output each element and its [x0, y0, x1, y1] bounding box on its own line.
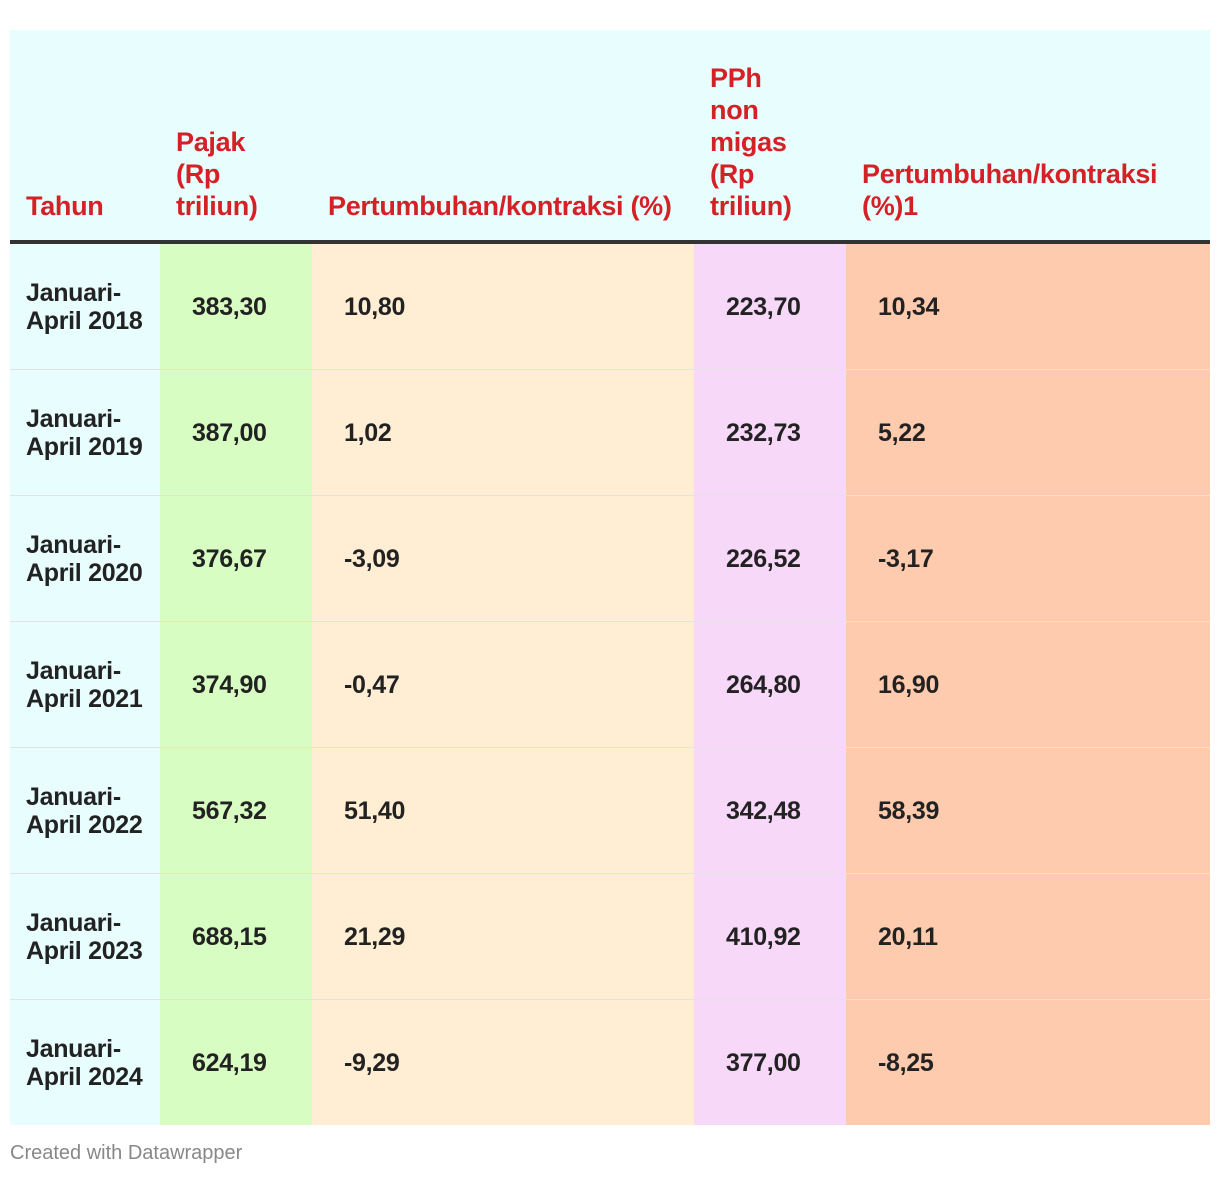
cell-pertumbuhan-pph: 20,11 [846, 873, 1210, 1000]
header-pajak[interactable]: Pajak (Rp triliun) [160, 30, 312, 244]
header-pph-non-migas[interactable]: PPh non migas (Rp triliun) [694, 30, 846, 244]
cell-pertumbuhan-pph: 16,90 [846, 621, 1210, 748]
cell-pertumbuhan-pajak: -3,09 [312, 495, 694, 622]
header-tahun[interactable]: Tahun [10, 30, 160, 244]
cell-pajak: 374,90 [160, 621, 312, 748]
table-row: Januari-April 2023 688,15 21,29 410,92 2… [10, 873, 1210, 1000]
cell-pertumbuhan-pph: 58,39 [846, 747, 1210, 874]
cell-tahun: Januari-April 2024 [10, 999, 160, 1125]
data-table: Tahun Pajak (Rp triliun) Pertumbuhan/kon… [10, 30, 1210, 1125]
cell-tahun: Januari-April 2018 [10, 242, 160, 370]
cell-pajak: 567,32 [160, 747, 312, 874]
header-pertumbuhan-pph[interactable]: Pertumbuhan/kontraksi (%)1 [846, 30, 1210, 244]
table-row: Januari-April 2020 376,67 -3,09 226,52 -… [10, 495, 1210, 622]
table-header-row: Tahun Pajak (Rp triliun) Pertumbuhan/kon… [10, 30, 1210, 244]
cell-pph-non-migas: 377,00 [694, 999, 846, 1125]
cell-pph-non-migas: 232,73 [694, 369, 846, 496]
cell-pajak: 624,19 [160, 999, 312, 1125]
table-body: Januari-April 2018 383,30 10,80 223,70 1… [10, 242, 1210, 1125]
table-row: Januari-April 2019 387,00 1,02 232,73 5,… [10, 369, 1210, 496]
cell-pertumbuhan-pph: 10,34 [846, 242, 1210, 370]
cell-pajak: 688,15 [160, 873, 312, 1000]
cell-pertumbuhan-pajak: 1,02 [312, 369, 694, 496]
cell-pertumbuhan-pajak: -0,47 [312, 621, 694, 748]
cell-pajak: 387,00 [160, 369, 312, 496]
cell-pph-non-migas: 223,70 [694, 242, 846, 370]
cell-pajak: 383,30 [160, 242, 312, 370]
datawrapper-credit[interactable]: Created with Datawrapper [10, 1142, 243, 1164]
table-row: Januari-April 2021 374,90 -0,47 264,80 1… [10, 621, 1210, 748]
cell-pertumbuhan-pajak: 10,80 [312, 242, 694, 370]
table-row: Januari-April 2022 567,32 51,40 342,48 5… [10, 747, 1210, 874]
table-row: Januari-April 2024 624,19 -9,29 377,00 -… [10, 999, 1210, 1125]
header-pertumbuhan-pajak[interactable]: Pertumbuhan/kontraksi (%) [312, 30, 694, 244]
cell-pertumbuhan-pph: -8,25 [846, 999, 1210, 1125]
cell-pph-non-migas: 342,48 [694, 747, 846, 874]
cell-pph-non-migas: 410,92 [694, 873, 846, 1000]
cell-tahun: Januari-April 2021 [10, 621, 160, 748]
cell-pertumbuhan-pph: -3,17 [846, 495, 1210, 622]
data-table-container: Tahun Pajak (Rp triliun) Pertumbuhan/kon… [10, 30, 1210, 1125]
cell-pertumbuhan-pajak: 21,29 [312, 873, 694, 1000]
cell-pertumbuhan-pajak: 51,40 [312, 747, 694, 874]
cell-pertumbuhan-pajak: -9,29 [312, 999, 694, 1125]
cell-tahun: Januari-April 2019 [10, 369, 160, 496]
table-row: Januari-April 2018 383,30 10,80 223,70 1… [10, 242, 1210, 370]
cell-tahun: Januari-April 2020 [10, 495, 160, 622]
cell-pajak: 376,67 [160, 495, 312, 622]
cell-tahun: Januari-April 2022 [10, 747, 160, 874]
cell-pph-non-migas: 226,52 [694, 495, 846, 622]
cell-tahun: Januari-April 2023 [10, 873, 160, 1000]
cell-pertumbuhan-pph: 5,22 [846, 369, 1210, 496]
cell-pph-non-migas: 264,80 [694, 621, 846, 748]
